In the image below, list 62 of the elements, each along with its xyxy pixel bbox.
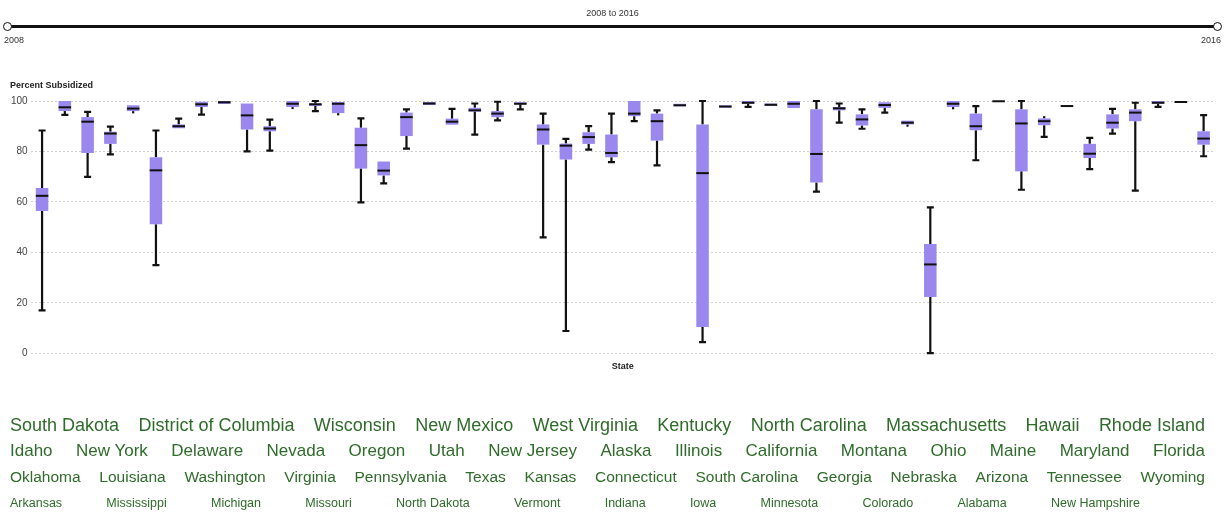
text: 2008 <box>4 35 25 45</box>
text: Minnesota <box>760 496 819 510</box>
text: District of Columbia <box>138 414 295 436</box>
text: New Hampshire <box>1050 496 1140 510</box>
text: Maine <box>989 441 1037 461</box>
text: Wisconsin <box>313 414 396 436</box>
text: Oregon <box>348 441 406 461</box>
text: North Dakota <box>396 496 470 510</box>
text: New Jersey <box>488 441 577 461</box>
text: South Carolina <box>695 468 799 486</box>
text: Vermont <box>513 496 561 510</box>
text: Florida <box>1153 441 1205 461</box>
text: Virginia <box>284 468 336 486</box>
text: Louisiana <box>99 468 166 486</box>
text: Nebraska <box>890 468 957 486</box>
y-tick-label: 80 <box>16 145 29 157</box>
text: Arizona <box>975 468 1029 486</box>
text: Nevada <box>266 441 326 461</box>
text: Alabama <box>957 496 1007 510</box>
y-tick-label: 20 <box>16 296 29 308</box>
x-axis-title: State <box>611 361 634 372</box>
y-tick-label: 100 <box>11 94 29 106</box>
text: Georgia <box>816 468 872 486</box>
text: Oklahoma <box>10 468 81 486</box>
y-tick-label: 60 <box>16 195 29 207</box>
text: Missouri <box>305 496 352 510</box>
text: Kentucky <box>657 414 732 436</box>
text: Mississippi <box>106 496 167 510</box>
text: New York <box>76 441 148 461</box>
text: Massachusetts <box>886 414 1007 436</box>
text: Ohio <box>930 441 967 461</box>
text: 2016 <box>1200 35 1221 45</box>
text: Delaware <box>171 441 244 461</box>
text: Colorado <box>862 496 914 510</box>
text: Texas <box>465 468 506 486</box>
text: South Dakota <box>10 414 120 436</box>
text: Washington <box>184 468 266 486</box>
text: New Mexico <box>415 414 514 436</box>
text: Michigan <box>210 496 262 510</box>
text: Arkansas <box>10 496 63 510</box>
text: Pennsylvania <box>354 468 447 486</box>
y-axis-title: Percent Subsidized <box>10 80 94 90</box>
text: Maryland <box>1059 441 1130 461</box>
text: Montana <box>840 441 908 461</box>
y-tick-label: 40 <box>16 246 29 258</box>
text: Connecticut <box>594 468 677 486</box>
text: Wyoming <box>1140 468 1205 486</box>
text: Idaho <box>10 441 53 461</box>
text: California <box>745 441 818 461</box>
y-tick-label: 0 <box>22 346 29 358</box>
text: Rhode Island <box>1098 414 1205 436</box>
text: West Virginia <box>532 414 638 436</box>
text: Iowa <box>689 496 717 510</box>
text: Utah <box>428 441 465 461</box>
text: Kansas <box>524 468 577 486</box>
text: Alaska <box>600 441 652 461</box>
text: North Carolina <box>750 414 867 436</box>
text: 2008 to 2016 <box>585 8 640 18</box>
text: Hawaii <box>1025 414 1080 436</box>
text: Tennessee <box>1046 468 1122 486</box>
text: Indiana <box>604 496 646 510</box>
text: Illinois <box>674 441 723 461</box>
